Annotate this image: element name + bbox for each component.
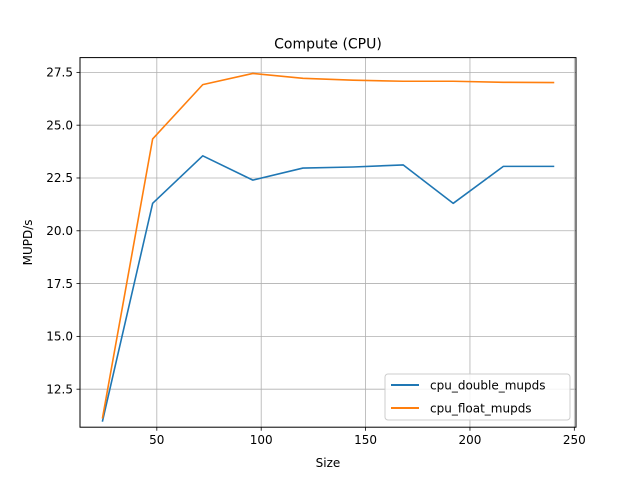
chart-title: Compute (CPU) bbox=[274, 37, 382, 53]
x-axis-label: Size bbox=[316, 456, 341, 470]
y-tick-label: 17.5 bbox=[46, 277, 73, 291]
grid-lines bbox=[80, 57, 576, 428]
series-line-cpu-double-mupds bbox=[101, 155, 555, 422]
x-tick-label: 100 bbox=[250, 433, 273, 447]
y-tick-label: 22.5 bbox=[46, 171, 73, 185]
legend-label-cpu-double: cpu_double_mupds bbox=[430, 379, 546, 393]
x-tick-label: 250 bbox=[563, 433, 586, 447]
y-tick-label: 12.5 bbox=[46, 382, 73, 396]
series-lines bbox=[101, 72, 555, 422]
y-tick-label: 20.0 bbox=[46, 224, 73, 238]
legend-box bbox=[384, 373, 571, 421]
axis-ticks: 50 100 150 200 250 12.5 15.0 17.5 20.0 22.5 25.0 27… bbox=[46, 66, 586, 448]
y-tick-label: 27.5 bbox=[46, 66, 73, 80]
x-tick-label: 150 bbox=[354, 433, 377, 447]
x-tick-label: 50 bbox=[149, 433, 164, 447]
y-axis-label: MUPD/s bbox=[21, 219, 35, 265]
y-tick-label: 25.0 bbox=[46, 118, 73, 132]
legend: cpu_double_mupds cpu_float_mupds bbox=[384, 373, 571, 421]
legend-label-cpu-float: cpu_float_mupds bbox=[430, 402, 532, 416]
series-line-cpu-float-mupds bbox=[101, 72, 555, 419]
y-tick-label: 15.0 bbox=[46, 330, 73, 344]
x-tick-label: 200 bbox=[458, 433, 481, 447]
plot-area-frame bbox=[79, 57, 577, 428]
